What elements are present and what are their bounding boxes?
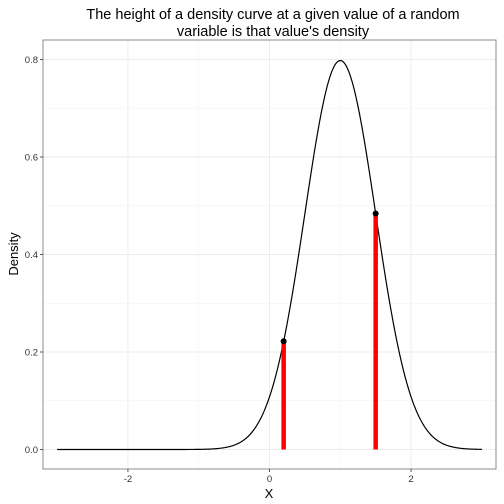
y-tick-label: 0.6 bbox=[25, 152, 38, 163]
y-axis-title: Density bbox=[6, 232, 21, 276]
density-curve bbox=[57, 59, 482, 451]
chart-title-line-1: The height of a density curve at a given… bbox=[86, 7, 459, 23]
y-tick-label: 0.4 bbox=[25, 250, 38, 261]
density-point-1 bbox=[280, 338, 287, 345]
y-tick-label: 0.2 bbox=[25, 347, 38, 358]
x-tick-label: -2 bbox=[124, 474, 132, 485]
y-tick-label: 0.0 bbox=[25, 445, 38, 456]
plot-area: -2 0 2 0.0 0.2 0.4 0.6 0.8 bbox=[25, 39, 497, 485]
density-point-2 bbox=[372, 210, 379, 217]
chart-title-line-2: variable is that value's density bbox=[177, 24, 370, 40]
x-axis-title: X bbox=[265, 486, 274, 501]
x-tick-label: 2 bbox=[408, 474, 413, 485]
x-tick-label: 0 bbox=[267, 474, 272, 485]
y-tick-label: 0.8 bbox=[25, 55, 38, 66]
